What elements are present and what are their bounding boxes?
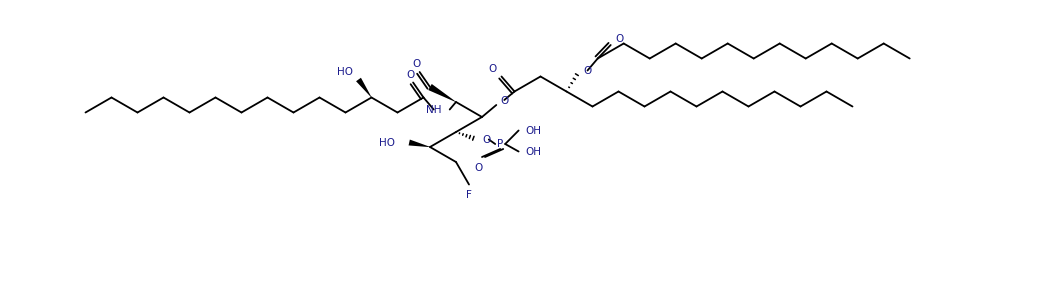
Text: O: O xyxy=(475,163,483,173)
Polygon shape xyxy=(356,78,371,98)
Text: HO: HO xyxy=(338,66,354,76)
Text: P: P xyxy=(497,139,503,149)
Text: O: O xyxy=(584,66,592,76)
Text: O: O xyxy=(500,96,508,106)
Text: NH: NH xyxy=(426,105,441,114)
Text: HO: HO xyxy=(380,137,395,147)
Text: OH: OH xyxy=(525,126,542,135)
Polygon shape xyxy=(409,139,430,147)
Text: O: O xyxy=(406,70,414,80)
Text: O: O xyxy=(488,64,497,74)
Text: O: O xyxy=(483,135,491,145)
Text: O: O xyxy=(616,34,624,44)
Text: F: F xyxy=(467,189,472,199)
Polygon shape xyxy=(428,84,456,102)
Text: O: O xyxy=(412,59,420,69)
Text: OH: OH xyxy=(525,147,542,156)
